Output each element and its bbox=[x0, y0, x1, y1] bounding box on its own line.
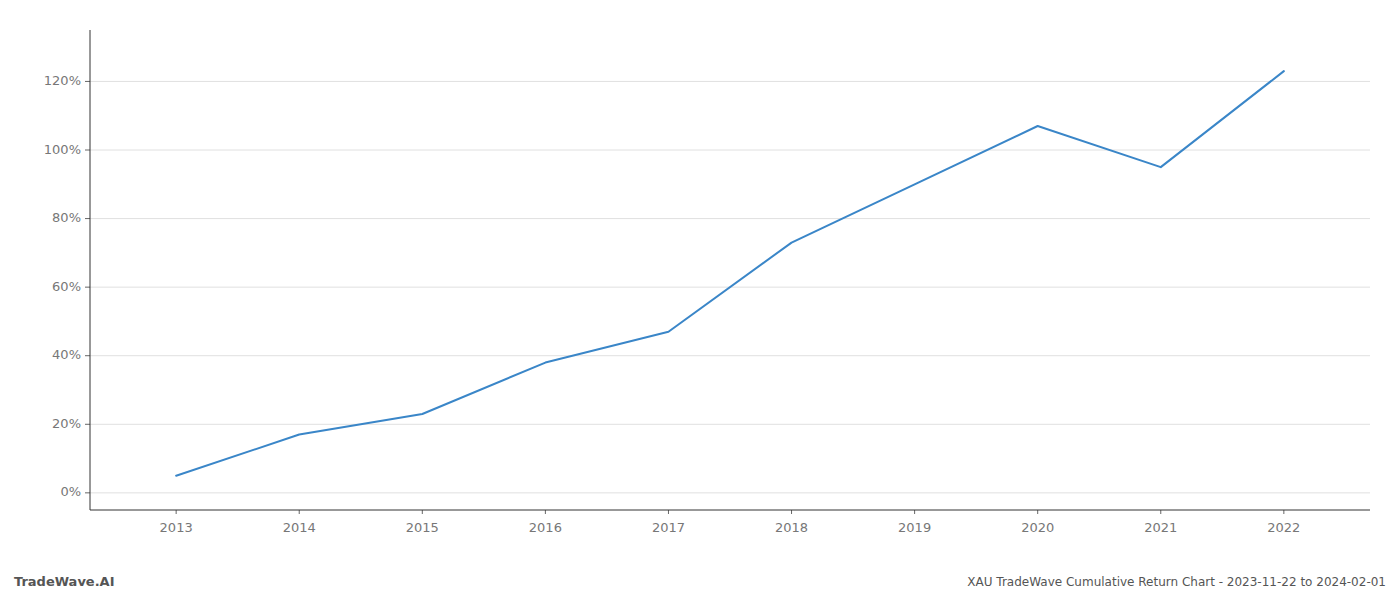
x-tick-label: 2021 bbox=[1144, 520, 1177, 535]
x-tick bbox=[422, 510, 423, 514]
x-tick-label: 2019 bbox=[898, 520, 931, 535]
chart-svg: 0%20%40%60%80%100%120%201320142015201620… bbox=[0, 0, 1400, 600]
grid-line bbox=[90, 355, 1370, 356]
x-tick bbox=[176, 510, 177, 514]
y-tick-label: 80% bbox=[52, 210, 81, 225]
y-tick bbox=[85, 218, 90, 219]
y-tick-label: 40% bbox=[52, 347, 81, 362]
series-group bbox=[176, 71, 1284, 476]
grid-line bbox=[90, 492, 1370, 493]
watermark: TradeWave.AI bbox=[14, 574, 115, 589]
series-line bbox=[176, 71, 1284, 476]
grid-line bbox=[90, 150, 1370, 151]
x-tick-label: 2014 bbox=[283, 520, 316, 535]
chart-container: 0%20%40%60%80%100%120%201320142015201620… bbox=[0, 0, 1400, 600]
x-axis-line bbox=[90, 510, 1370, 511]
x-tick-label: 2013 bbox=[160, 520, 193, 535]
x-tick-label: 2018 bbox=[775, 520, 808, 535]
x-tick-label: 2016 bbox=[529, 520, 562, 535]
y-tick-label: 120% bbox=[44, 73, 81, 88]
y-axis-line bbox=[90, 30, 91, 510]
x-tick bbox=[299, 510, 300, 514]
x-axis: 2013 2014 2015 2016 2017 2018 2019 2020 2021 2022 bbox=[160, 510, 1301, 535]
grid-line bbox=[90, 424, 1370, 425]
grid-line bbox=[90, 81, 1370, 82]
y-tick bbox=[85, 287, 90, 288]
y-tick bbox=[85, 424, 90, 425]
y-tick-label: 100% bbox=[44, 142, 81, 157]
x-tick bbox=[1283, 510, 1284, 514]
y-axis: 0% 20% 40% 60% 80% 100% 120% bbox=[44, 73, 90, 499]
x-tick-label: 2015 bbox=[406, 520, 439, 535]
y-tick bbox=[85, 150, 90, 151]
y-tick bbox=[85, 355, 90, 356]
x-tick bbox=[545, 510, 546, 514]
grid-line bbox=[90, 218, 1370, 219]
x-tick-label: 2022 bbox=[1267, 520, 1300, 535]
x-tick bbox=[668, 510, 669, 514]
y-tick-label: 60% bbox=[52, 279, 81, 294]
y-tick-label: 20% bbox=[52, 416, 81, 431]
x-tick-label: 2017 bbox=[652, 520, 685, 535]
x-tick bbox=[1160, 510, 1161, 514]
title: XAU TradeWave Cumulative Return Chart - … bbox=[967, 575, 1386, 589]
x-tick bbox=[1037, 510, 1038, 514]
y-tick bbox=[85, 81, 90, 82]
y-tick-label: 0% bbox=[60, 484, 81, 499]
x-tick-label: 2020 bbox=[1021, 520, 1054, 535]
x-tick bbox=[914, 510, 915, 514]
x-tick bbox=[791, 510, 792, 514]
y-tick bbox=[85, 492, 90, 493]
